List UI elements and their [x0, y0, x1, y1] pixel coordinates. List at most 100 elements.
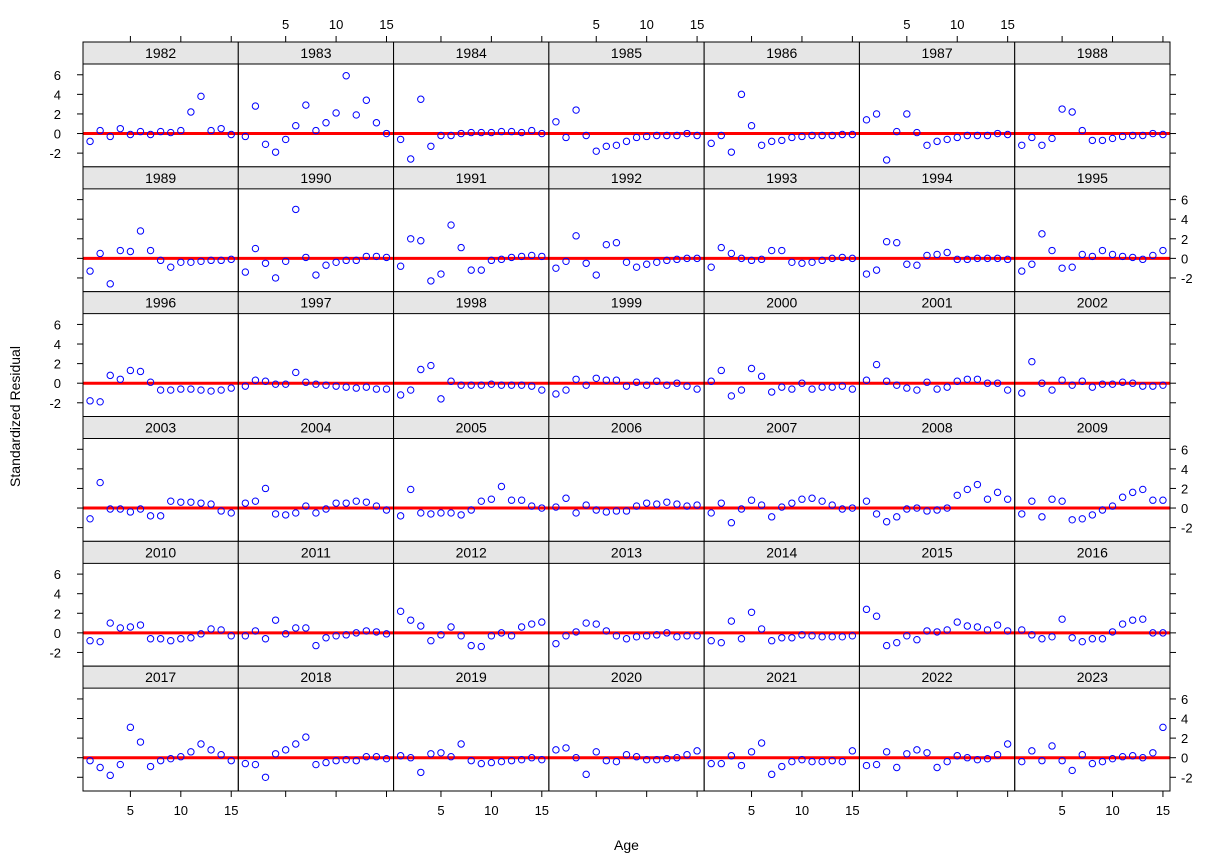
residual-point — [197, 257, 205, 266]
residual-point — [227, 255, 235, 264]
panel-strip — [238, 291, 394, 314]
y-tick-label: 4 — [54, 337, 61, 352]
x-tick-label: 10 — [795, 803, 809, 818]
residual-point — [302, 624, 310, 632]
residual-point — [352, 629, 360, 637]
residual-point — [943, 383, 951, 391]
residual-point — [612, 757, 621, 766]
residual-point — [517, 496, 526, 504]
panel-1988: 1988 — [1014, 41, 1171, 168]
residual-point — [1028, 260, 1036, 268]
residual-point — [653, 631, 661, 639]
residual-point — [1078, 637, 1086, 646]
residual-point — [322, 634, 330, 642]
x-tick-label: 15 — [535, 803, 549, 818]
residual-point — [798, 379, 806, 387]
residual-point — [457, 632, 465, 640]
panel-title: 2020 — [611, 669, 642, 685]
residual-point — [251, 376, 260, 384]
residual-point — [1108, 502, 1117, 510]
residual-point — [757, 739, 766, 747]
residual-point — [96, 126, 104, 135]
residual-point — [1149, 129, 1157, 138]
residual-point — [683, 751, 691, 759]
panel-2014: 2014 — [703, 540, 860, 667]
x-tick-label: 5 — [903, 17, 910, 32]
residual-point — [382, 754, 391, 763]
residual-point — [562, 494, 570, 502]
residual-point — [552, 746, 560, 754]
residual-point — [217, 626, 225, 634]
residual-point — [602, 756, 611, 765]
residual-point — [271, 274, 280, 282]
panel-strip — [83, 541, 239, 564]
residual-point — [382, 630, 391, 638]
residual-point — [727, 392, 736, 400]
residual-point — [528, 620, 536, 628]
residual-point — [382, 385, 391, 393]
residual-point — [973, 131, 982, 140]
residual-point — [943, 757, 951, 766]
residual-point — [707, 377, 715, 385]
residual-point — [197, 499, 205, 507]
residual-point — [778, 634, 786, 642]
residual-point — [538, 252, 546, 261]
residual-point — [663, 131, 671, 140]
residual-point — [352, 497, 360, 505]
residual-point — [632, 263, 641, 271]
x-tick-label: 5 — [437, 803, 444, 818]
residual-point — [872, 760, 881, 769]
residual-point — [1098, 136, 1107, 145]
residual-point — [487, 495, 496, 503]
panel-1987: 1987 — [858, 41, 1016, 168]
residual-point — [116, 375, 125, 383]
residual-point — [963, 622, 972, 630]
residual-point — [538, 504, 546, 512]
residual-point — [747, 496, 756, 504]
residual-point — [717, 638, 725, 647]
panel-strip — [1014, 416, 1170, 439]
residual-point — [86, 756, 94, 765]
residual-point — [116, 246, 125, 255]
residual-point — [372, 753, 381, 761]
panel-1986: 1986 — [703, 41, 860, 168]
residual-point — [562, 133, 570, 142]
y-tick-label: 2 — [54, 606, 61, 621]
residual-point — [467, 381, 475, 389]
residual-point — [96, 249, 104, 258]
residual-point — [1028, 497, 1036, 505]
residual-point — [973, 480, 982, 489]
residual-point — [1003, 130, 1012, 139]
panel-title: 1990 — [300, 170, 331, 186]
panel-2004: 2004 — [237, 416, 395, 542]
residual-point — [1003, 495, 1012, 503]
residual-point — [136, 738, 145, 746]
residual-point — [261, 484, 270, 493]
panel-title: 2016 — [1077, 544, 1108, 560]
residual-point — [528, 251, 536, 260]
residual-point — [457, 740, 465, 748]
residual-point — [1159, 246, 1167, 255]
residual-point — [893, 381, 901, 389]
residual-point — [187, 385, 195, 393]
panel-title: 1997 — [300, 295, 331, 311]
panel-title: 1998 — [456, 295, 487, 311]
y-tick-label: 2 — [54, 107, 61, 122]
panel-2012: 2012 — [393, 540, 550, 667]
residual-point — [572, 106, 580, 114]
y-tick-label: 6 — [54, 567, 61, 582]
panel-border — [1014, 665, 1171, 792]
residual-point — [683, 382, 691, 390]
residual-point — [693, 131, 701, 140]
residual-point — [582, 131, 590, 140]
panel-1989: 1989 — [82, 166, 239, 293]
residual-point — [427, 277, 435, 285]
residual-point — [612, 376, 621, 384]
residual-point — [177, 498, 185, 506]
y-tick-label: -2 — [1181, 770, 1193, 785]
residual-point — [707, 637, 715, 645]
residual-point — [673, 633, 681, 641]
panel-title: 1999 — [611, 295, 642, 311]
residual-point — [818, 633, 826, 641]
residual-point — [1058, 264, 1066, 272]
